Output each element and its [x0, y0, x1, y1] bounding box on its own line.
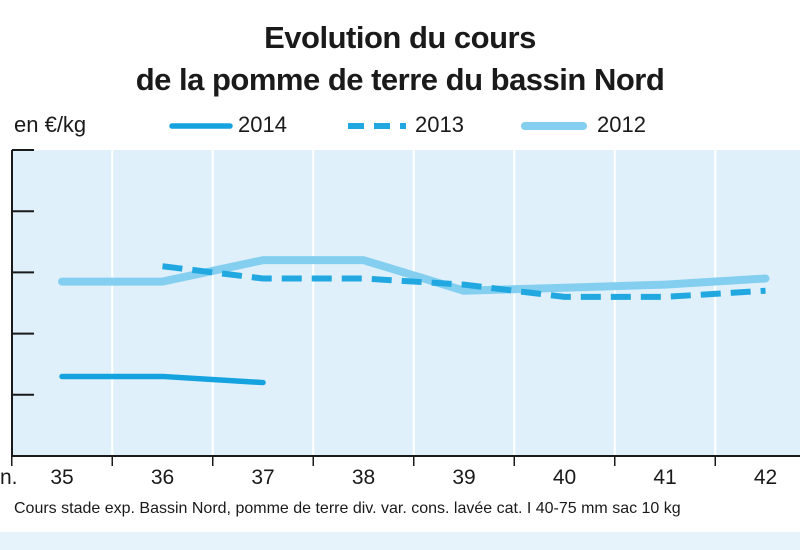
x-tick-label: 36 — [151, 466, 174, 489]
chart-title-line-1: Evolution du cours — [264, 20, 536, 55]
legend-label-2014: 2014 — [238, 112, 287, 137]
gridlines — [111, 150, 717, 456]
x-tick-label: 42 — [754, 466, 777, 489]
y-axis-label: en €/kg — [14, 112, 87, 137]
x-tick-label: 35 — [50, 466, 73, 489]
series-line-2014 — [59, 373, 266, 386]
footer-band — [0, 532, 800, 550]
x-tick-label: 40 — [553, 466, 576, 489]
series-layer — [58, 256, 770, 386]
plot-area — [12, 150, 800, 456]
chart-title-line-2: de la pomme de terre du bassin Nord — [135, 62, 665, 97]
x-axis-ticks: 35 36 37 38 39 40 41 42 n. — [0, 456, 777, 489]
series-line-2013 — [162, 263, 766, 300]
legend-label-2013: 2013 — [415, 112, 464, 137]
x-tick-label: 39 — [452, 466, 475, 489]
legend-label-2012: 2012 — [597, 112, 646, 137]
source-note: Cours stade exp. Bassin Nord, pomme de t… — [14, 500, 681, 517]
series-line-2012 — [58, 256, 770, 295]
x-tick-label: 41 — [653, 466, 676, 489]
x-tick-label: 37 — [251, 466, 274, 489]
y-axis-ticks — [12, 149, 34, 457]
x-tick-label: 38 — [352, 466, 375, 489]
x-axis-prefix: n. — [0, 466, 18, 489]
